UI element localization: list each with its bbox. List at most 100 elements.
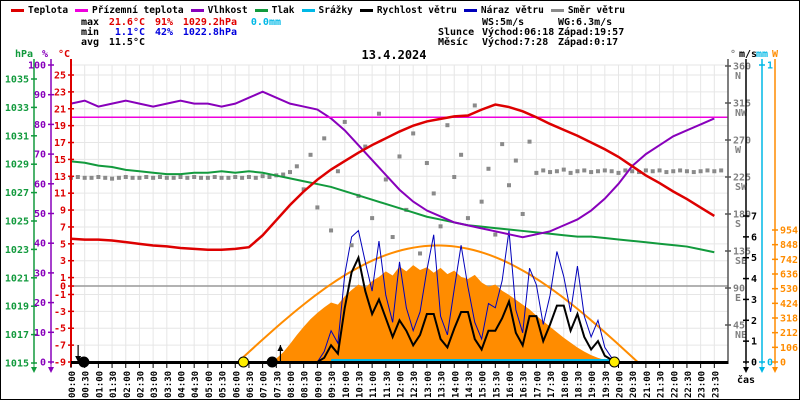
tick-label: W [735,145,742,156]
tick-label: 0 [767,358,773,369]
legend-label: Přízemní teplota [92,5,184,16]
axis-arrow-head [772,367,778,373]
tick-label: NW [735,108,748,119]
tick-label: 90 [34,90,46,101]
tick-label: 25 [54,71,66,82]
tick-label: 3 [751,295,757,306]
tick-label: 40 [34,239,46,250]
time-tick-label: 11:00 [369,371,379,398]
wind-direction-dot [575,169,580,174]
time-tick-label: 00:30 [82,371,92,398]
tick-label: 424 [780,299,798,310]
time-tick-label: 06:30 [246,371,256,398]
legend-swatch [301,9,315,12]
astro-value: WG:6.3m/s [558,17,613,28]
wind-direction-dot [329,228,334,233]
wind-direction-dot [246,175,251,179]
astro-label: Měsíc [438,37,469,48]
wind-direction-dot [308,152,313,157]
tick-label: 9 [60,206,66,217]
legend-item: Tlak [254,5,295,16]
time-tick-label: 07:00 [260,371,270,398]
moon-rise-arrow-head [277,345,284,351]
tick-label: 30 [34,268,46,279]
wind-direction-dot [151,175,156,180]
wind-direction-dot [431,191,436,196]
time-tick-label: 20:00 [616,371,626,398]
tick-label: 20 [34,298,46,309]
time-tick-label: 17:00 [533,371,543,398]
tick-label: 80 [34,120,46,131]
wind-direction-dot [684,169,689,174]
legend-swatch [190,9,204,12]
wind-direction-dot [698,169,703,174]
tick-label: 90 [733,284,745,295]
wind-direction-dot [96,175,101,179]
tick-label: 1031 [5,131,29,142]
wind-direction-dot [116,175,121,180]
degree-axis-unit: ° [730,49,737,60]
stat-value: 1022.8hPa [182,27,237,38]
tick-label: 7 [751,212,757,223]
tick-label: 6 [751,232,757,243]
wind-direction-dot [671,169,676,174]
wind-direction-dot [294,164,299,169]
time-tick-label: 23:00 [698,371,708,398]
astro-value: Východ:7:28 [482,37,549,48]
astro-row: Slunce Východ:06:18 Západ:19:57 [438,28,630,38]
wind-direction-dot [157,175,162,179]
wind-direction-dot [363,144,368,149]
legend-item: Rychlost větru [359,5,457,16]
axis-arrow-head [743,367,749,373]
tick-label: N [735,71,741,82]
tick-label: 11 [54,189,66,200]
wind-direction-dot [479,199,484,204]
legend-label: Teplota [28,5,69,16]
time-tick-label: 08:00 [287,371,297,398]
tick-label: 5 [751,253,757,264]
wind-direction-dot [500,142,505,147]
wind-direction-dot [418,251,423,256]
mm-axis-unit: mm [756,49,769,60]
stats-right: WS:5m/s WG:6.3m/s Slunce Východ:06:18 Západ:… [438,18,630,48]
legend-item: Srážky [301,5,353,16]
time-tick-label: 09:00 [314,371,324,398]
pressure-line [70,160,715,254]
wind-direction-dot [322,136,327,141]
moon-set-arrow-head [75,356,82,362]
tick-label: 135 [733,247,751,258]
wind-direction-dot [226,175,231,180]
celsius-axis-unit: °C [58,49,71,60]
wind-direction-dot [705,168,710,173]
tick-label: -5 [54,324,66,335]
astro-value: Západ:19:57 [558,27,625,38]
wind-direction-dot [144,175,149,179]
tick-label: 1015 [5,359,29,370]
temperature-line [70,103,715,251]
tick-label: 1027 [5,188,29,199]
wind-direction-dot [288,170,292,175]
astro-value: WS:5m/s [482,17,525,28]
legend: Teplota Přízemní teplota Vlhkost Tlak Srážky… [11,5,625,16]
tick-label: 4 [751,274,757,285]
wind-direction-dot [301,187,306,192]
time-tick-label: 04:30 [191,371,201,398]
tick-label: 2 [751,316,757,327]
wind-direction-dot [507,183,511,188]
wind-direction-dot [438,224,443,229]
wind-gust-line [316,229,619,363]
tick-label: S [735,219,741,230]
sunset-marker [608,356,620,368]
tick-label: 70 [34,150,46,161]
tick-label: 180 [733,210,751,221]
tick-label: 13 [54,172,66,183]
stat-value: 1029.2hPa [182,17,237,28]
wind-direction-dot [589,170,594,175]
wind-direction-dot [561,167,566,172]
tick-label: 5 [60,239,66,250]
tick-label: NE [735,330,747,341]
legend-swatch [11,9,24,12]
stat-value [145,38,173,48]
legend-label: Vlhkost [207,5,248,16]
wind-direction-dot [267,175,272,179]
